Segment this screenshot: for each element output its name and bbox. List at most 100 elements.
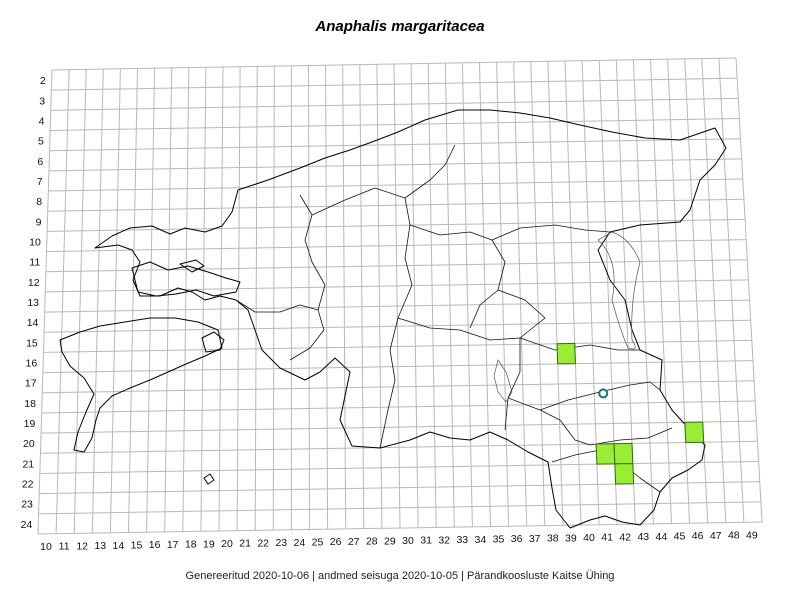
grid-line-horizontal: [51, 57, 737, 71]
record-point-circle: [598, 388, 609, 399]
grid-line-vertical: [547, 61, 564, 526]
grid-line-vertical: [513, 61, 528, 526]
y-grid-label: 24: [21, 519, 33, 531]
grid-line-horizontal: [42, 380, 755, 394]
grid-line-vertical: [461, 62, 473, 527]
x-grid-label: 26: [330, 536, 342, 548]
x-grid-label: 21: [239, 538, 251, 550]
grid-line-horizontal: [47, 198, 744, 212]
grid-line-vertical: [410, 63, 419, 528]
occupied-square: [556, 342, 576, 365]
x-grid-label: 49: [746, 529, 758, 541]
x-grid-label: 40: [583, 532, 595, 544]
grid-line-horizontal: [46, 239, 747, 253]
y-grid-label: 9: [36, 216, 42, 228]
x-grid-label: 23: [275, 537, 287, 549]
saaremaa-border: [59, 317, 223, 453]
x-grid-label: 32: [438, 534, 450, 546]
grid-line-vertical: [632, 59, 654, 524]
y-grid-label: 2: [40, 75, 46, 87]
x-grid-label: 20: [221, 538, 233, 550]
x-grid-label: 17: [167, 539, 179, 551]
x-grid-label: 48: [728, 530, 740, 542]
grid-line-horizontal: [47, 218, 746, 232]
x-grid-label: 30: [402, 535, 414, 547]
occupied-square: [613, 442, 634, 465]
grid-line-vertical: [146, 68, 156, 533]
x-grid-label: 44: [656, 531, 668, 543]
x-grid-label: 42: [619, 531, 631, 543]
x-grid-label: 10: [40, 541, 52, 553]
lake-vortsjarv: [493, 359, 513, 403]
grid-line-vertical: [73, 69, 87, 534]
x-grid-label: 35: [493, 534, 505, 546]
lakes: [493, 231, 641, 403]
y-grid-label: 16: [25, 358, 37, 370]
grid-line-vertical: [564, 60, 582, 526]
y-grid-label: 5: [38, 136, 44, 148]
x-grid-label: 14: [113, 540, 125, 552]
grid-line-vertical: [444, 63, 455, 528]
mainland-border: [94, 109, 727, 529]
y-grid-label: 21: [22, 458, 34, 470]
grid-line-vertical: [272, 66, 275, 531]
y-grid-label: 23: [21, 499, 33, 511]
x-grid-label: 45: [674, 531, 686, 543]
occupied-square: [595, 443, 616, 465]
x-grid-label: 16: [149, 539, 161, 551]
county-boundaries: [235, 144, 673, 493]
grid-line-vertical: [325, 65, 329, 530]
y-grid-label: 20: [23, 438, 35, 450]
y-grid-label: 18: [24, 398, 36, 410]
x-grid-label: 37: [529, 533, 541, 545]
x-grid-label: 22: [257, 537, 269, 549]
x-grid-label: 38: [547, 533, 559, 545]
grid-line-vertical: [427, 63, 437, 528]
y-grid-label: 19: [24, 418, 36, 430]
x-grid-label: 28: [366, 536, 378, 548]
grid-line-horizontal: [44, 319, 751, 333]
grid-line-vertical: [530, 61, 546, 526]
grid-line-horizontal: [42, 360, 753, 374]
x-grid-label: 46: [692, 530, 704, 542]
muhu-border: [201, 331, 225, 353]
grid-line-horizontal: [49, 138, 741, 152]
grid-line-vertical: [393, 63, 401, 529]
x-grid-label: 24: [294, 537, 306, 549]
grid-line-horizontal: [39, 460, 759, 474]
grid-line-horizontal: [48, 178, 743, 192]
grid-line-vertical: [667, 59, 691, 524]
lake-peipus: [597, 231, 641, 350]
grid-line-vertical: [128, 68, 138, 533]
y-grid-label: 22: [22, 479, 34, 491]
y-grid-label: 17: [25, 378, 37, 390]
grid-line-horizontal: [45, 259, 748, 273]
x-grid-label: 36: [511, 533, 523, 545]
x-grid-label: 11: [59, 541, 70, 553]
y-grid-label: 8: [36, 196, 42, 208]
y-grid-label: 15: [26, 337, 38, 349]
x-grid-label: 34: [475, 534, 487, 546]
grid-labels: 10 11 12 13 14 15 16 17 18 19 20 21 22 23 24 25 26 27 28 29…: [21, 75, 758, 553]
grid-line-horizontal: [41, 420, 757, 434]
grid-line-vertical: [735, 57, 763, 523]
grid-line-vertical: [359, 64, 365, 529]
grid-line-horizontal: [51, 77, 738, 91]
grid-line-horizontal: [41, 400, 756, 414]
x-grid-label: 33: [456, 534, 468, 546]
grid-line-vertical: [236, 66, 241, 531]
x-grid-label: 13: [94, 540, 106, 552]
x-grid-label: 31: [420, 535, 432, 547]
grid-line-vertical: [182, 67, 190, 532]
grid-line-vertical: [496, 62, 510, 527]
grid-line-vertical: [376, 64, 383, 529]
vormsi-border: [179, 259, 205, 273]
country-border: [59, 109, 727, 529]
grid-line-horizontal: [44, 299, 750, 313]
y-grid-label: 13: [27, 297, 39, 309]
y-grid-label: 14: [27, 317, 39, 329]
grid-line-vertical: [684, 58, 709, 523]
map-footer: Genereeritud 2020-10-06 | andmed seisuga…: [185, 570, 615, 582]
grid-line-vertical: [342, 64, 347, 529]
